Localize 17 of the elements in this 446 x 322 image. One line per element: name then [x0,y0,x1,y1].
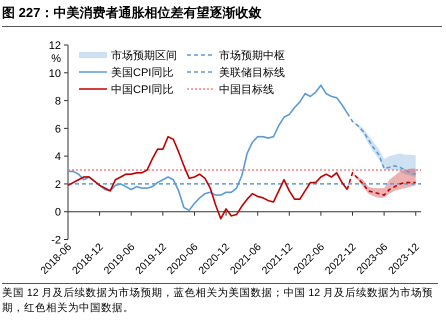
y-tick-label: 8 [54,96,61,108]
chart-title: 图 227：中美消费者通胀相位差有望逐渐收敛 [2,4,442,27]
y-tick-label: 2 [54,178,61,191]
legend-label: 美国CPI同比 [111,66,174,79]
y-tick-label: 12 [48,40,61,52]
y-tick-label: 4 [54,151,61,164]
text: 美国 12 月及后续数据为市场预期，蓝色相关为美国数据；中国 12 月及后续数据为市场预期，红色相关为中国数据。 [2,283,438,316]
legend-label: 市场预期中枢 [219,49,285,62]
y-tick-label: 6 [54,123,61,136]
legend-label: 美联储目标线 [219,66,285,79]
annotation: 市场预期区间 [111,49,177,62]
y-tick-label: -2 [51,234,61,246]
legend-label: 中国CPI同比 [111,83,174,96]
y-axis-title: % [51,53,62,65]
y-tick-label: 0 [54,206,61,219]
y-tick-label: 10 [48,68,61,80]
legend-label: 中国目标线 [219,83,274,96]
